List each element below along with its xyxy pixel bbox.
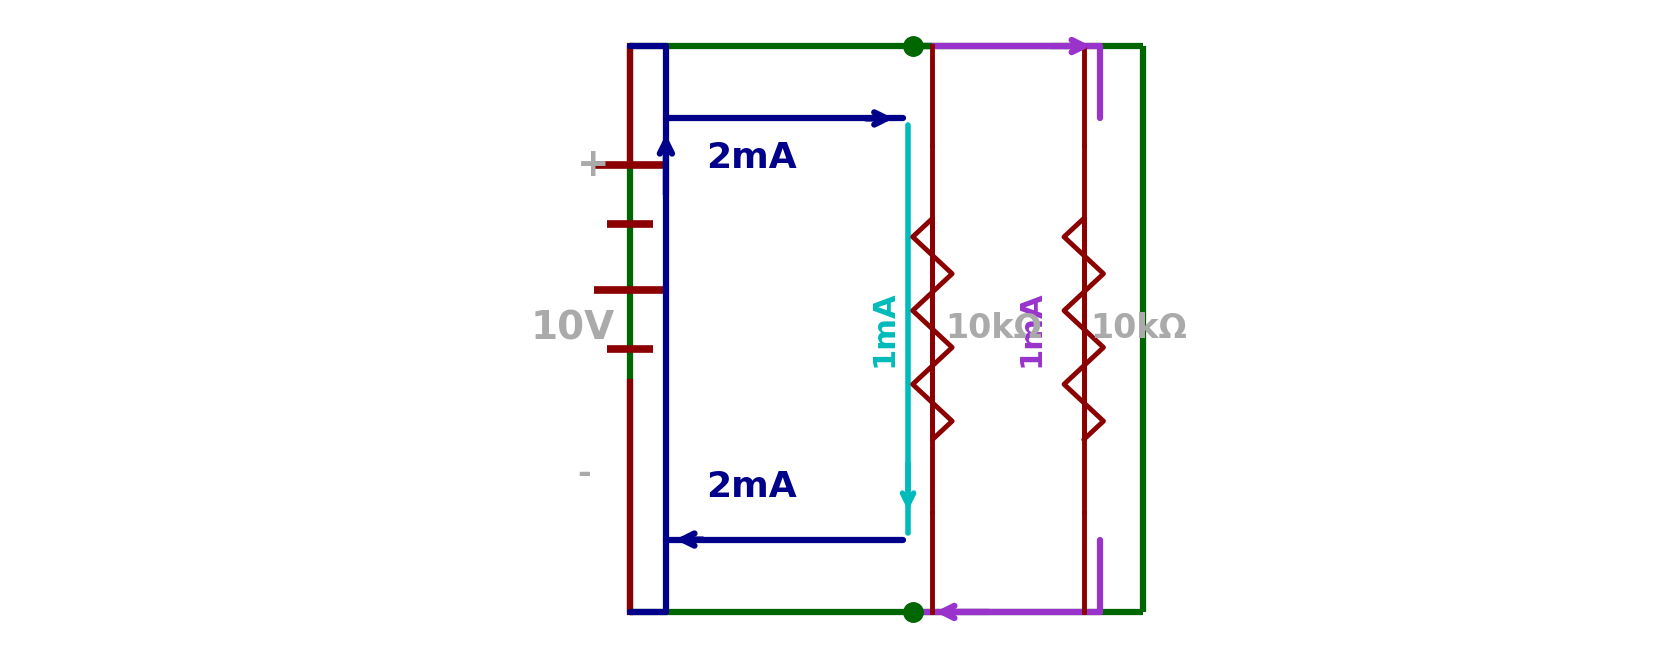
- Text: 1mA: 1mA: [868, 291, 898, 367]
- Text: +: +: [577, 145, 609, 184]
- Text: 2mA: 2mA: [706, 470, 796, 504]
- Text: 10V: 10V: [530, 310, 616, 348]
- Text: 1mA: 1mA: [1016, 291, 1046, 367]
- Text: 10kΩ: 10kΩ: [1089, 313, 1186, 345]
- Text: 2mA: 2mA: [706, 141, 796, 175]
- Text: -: -: [577, 457, 591, 490]
- Text: 10kΩ: 10kΩ: [945, 313, 1042, 345]
